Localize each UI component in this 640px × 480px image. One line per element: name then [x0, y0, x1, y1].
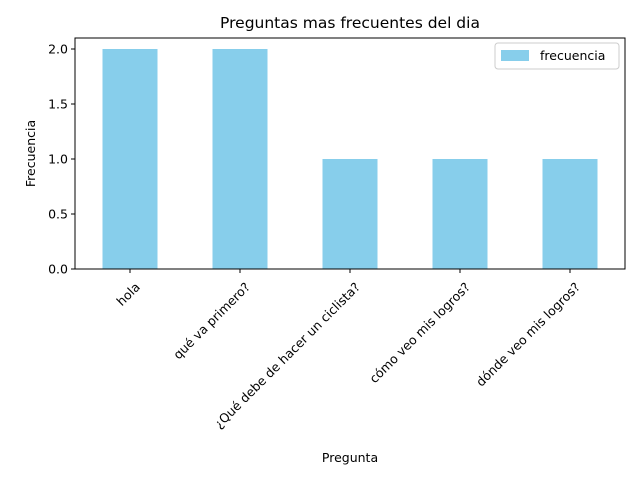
bar: [102, 49, 158, 269]
y-tick-label: 2.0: [48, 42, 68, 57]
y-tick-label: 1.0: [48, 152, 68, 167]
legend: frecuencia: [494, 42, 620, 70]
x-axis-label: Pregunta: [322, 450, 378, 465]
chart-title: Preguntas mas frecuentes del dia: [220, 14, 480, 32]
x-tick-label: hola: [113, 279, 142, 308]
x-tick-label: qué va primero?: [170, 279, 253, 362]
y-tick-label: 0.5: [48, 207, 68, 222]
bars-group: [102, 49, 598, 269]
x-axis-ticks: hola qué va primero?¿Qué debe de hacer un…: [113, 269, 583, 431]
legend-swatch: [501, 50, 529, 61]
y-tick-label: 0.0: [48, 262, 68, 277]
x-tick-label: cómo veo mis logros?: [366, 279, 473, 386]
legend-box: [494, 42, 620, 70]
bar: [432, 159, 488, 269]
bar: [322, 159, 378, 269]
legend-label: frecuencia: [540, 48, 605, 63]
y-axis-ticks: 0.0 0.5 1.0 1.5 2.0: [48, 42, 75, 277]
plot-frame: [74, 37, 626, 270]
y-axis-label: Frecuencia: [23, 120, 38, 187]
bar: [542, 159, 598, 269]
bar: [212, 49, 268, 269]
y-tick-label: 1.5: [48, 97, 68, 112]
x-tick-label: dónde veo mis logros?: [473, 279, 583, 389]
